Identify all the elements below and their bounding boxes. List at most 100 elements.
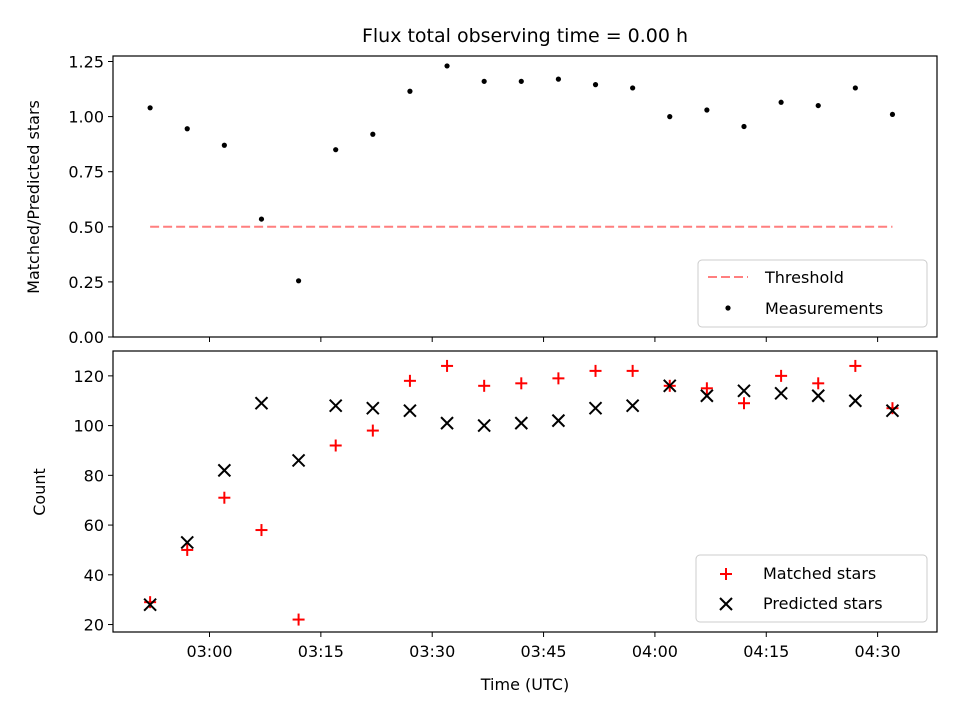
predicted-star-point [366,401,380,415]
predicted-star-point [477,418,491,433]
measurement-point [407,88,413,94]
predicted-star-point [588,401,603,415]
bottom-y-tick-label: 120 [73,367,104,386]
matched-star-point [144,596,157,609]
predicted-star-stroke [477,418,491,433]
matched-star-point [329,439,342,452]
predicted-star-stroke [440,416,454,430]
bottom-y-axis-label: Count [30,468,49,516]
matched-star-point [589,364,602,377]
predicted-star-point [291,453,306,468]
measurement-point [184,126,190,132]
matched-stars-legend-label: Matched stars [763,564,876,583]
predicted-star-stroke [551,413,566,428]
measurement-point [555,76,562,82]
measurements-legend-swatch [725,305,731,311]
measurement-point [444,63,450,69]
bottom-y-tick-label: 60 [84,516,104,535]
measurement-point [481,78,487,84]
predicted-star-stroke [514,416,528,430]
predicted-stars-series [143,379,900,612]
predicted-star-stroke [291,453,306,468]
bottom-y-tick-label: 40 [84,566,104,585]
matched-stars-legend-swatch [720,568,732,580]
top-y-tick-label: 0.00 [68,328,104,347]
predicted-star-point [254,396,269,410]
predicted-star-point [737,384,751,398]
top-y-axis: 0.00 0.25 0.50 0.75 1.00 1.25 [68,53,113,347]
predicted-star-point [551,413,566,428]
measurement-point [370,131,376,137]
predicted-star-stroke [180,535,194,550]
predicted-star-stroke [885,403,900,418]
measurements-legend-label: Measurements [765,299,883,318]
bottom-x-tick-label: 03:15 [298,642,344,661]
predicted-star-point [885,403,900,418]
bottom-x-tick-label: 04:30 [855,642,901,661]
measurement-point [147,105,153,111]
matched-star-point [737,397,750,410]
measurement-point [889,111,896,118]
top-legend: Threshold Measurements [697,259,928,328]
matched-star-point [552,372,565,385]
bottom-x-tick-label: 03:00 [186,642,232,661]
matched-star-point [255,524,268,537]
top-legend-box [697,259,928,328]
bottom-x-tick-label: 03:30 [409,642,455,661]
predicted-star-stroke [217,463,232,478]
predicted-star-point [811,389,825,403]
predicted-star-stroke [774,386,788,400]
predicted-star-stroke [700,389,714,403]
measurement-point [518,78,524,84]
predicted-star-stroke [811,389,825,403]
top-x-axis [209,337,879,342]
top-y-tick-label: 1.00 [68,108,104,127]
predicted-star-stroke [663,379,677,393]
matched-star-point [441,359,454,372]
predicted-star-stroke [143,597,157,612]
chart-title: Flux total observing time = 0.00 h [362,25,688,47]
measurements-series [147,63,896,284]
measurement-point [778,99,784,105]
predicted-star-stroke [848,394,863,408]
top-panel: 0.00 0.25 0.50 0.75 1.00 1.25 Matched/Predict… [24,53,938,347]
bottom-y-tick-label: 20 [84,616,104,635]
matched-star-point [700,382,713,395]
measurement-point [704,107,710,113]
matched-star-point [515,377,528,390]
measurement-point [852,85,858,91]
predicted-star-stroke [737,384,751,398]
predicted-stars-legend-swatch [719,597,733,611]
predicted-star-point [514,416,528,430]
matched-star-point [775,369,788,382]
predicted-star-point [774,386,788,400]
predicted-star-point [663,379,677,393]
predicted-star-point [143,597,157,612]
matched-star-point [292,613,305,626]
predicted-star-point [217,463,232,478]
bottom-x-tick-label: 04:15 [743,642,789,661]
matched-star-point [181,543,194,556]
matched-star-point [812,377,825,390]
top-y-tick-label: 0.25 [68,273,104,292]
matched-star-point [849,359,862,372]
bottom-legend-box [695,554,928,623]
measurement-point [221,142,227,148]
bottom-y-tick-label: 100 [73,417,104,436]
measurement-point [741,123,747,130]
bottom-x-tick-label: 03:45 [521,642,567,661]
predicted-star-point [848,394,863,408]
x-axis-label: Time (UTC) [480,675,569,694]
top-y-tick-label: 1.25 [68,53,104,72]
measurement-point [592,82,599,88]
predicted-star-point [440,416,454,430]
bottom-panel: 20 40 60 80 100 120 03:00 03:15 03:30 03:45 04:00… [30,350,938,694]
predicted-star-stroke [403,403,417,418]
bottom-legend: Matched stars Predicted stars [695,554,928,623]
predicted-star-stroke [328,399,343,413]
predicted-star-point [625,399,640,413]
measurement-point [630,85,636,91]
predicted-stars-legend-label: Predicted stars [763,594,883,613]
predicted-star-stroke [254,396,269,410]
matched-star-point [886,402,899,415]
